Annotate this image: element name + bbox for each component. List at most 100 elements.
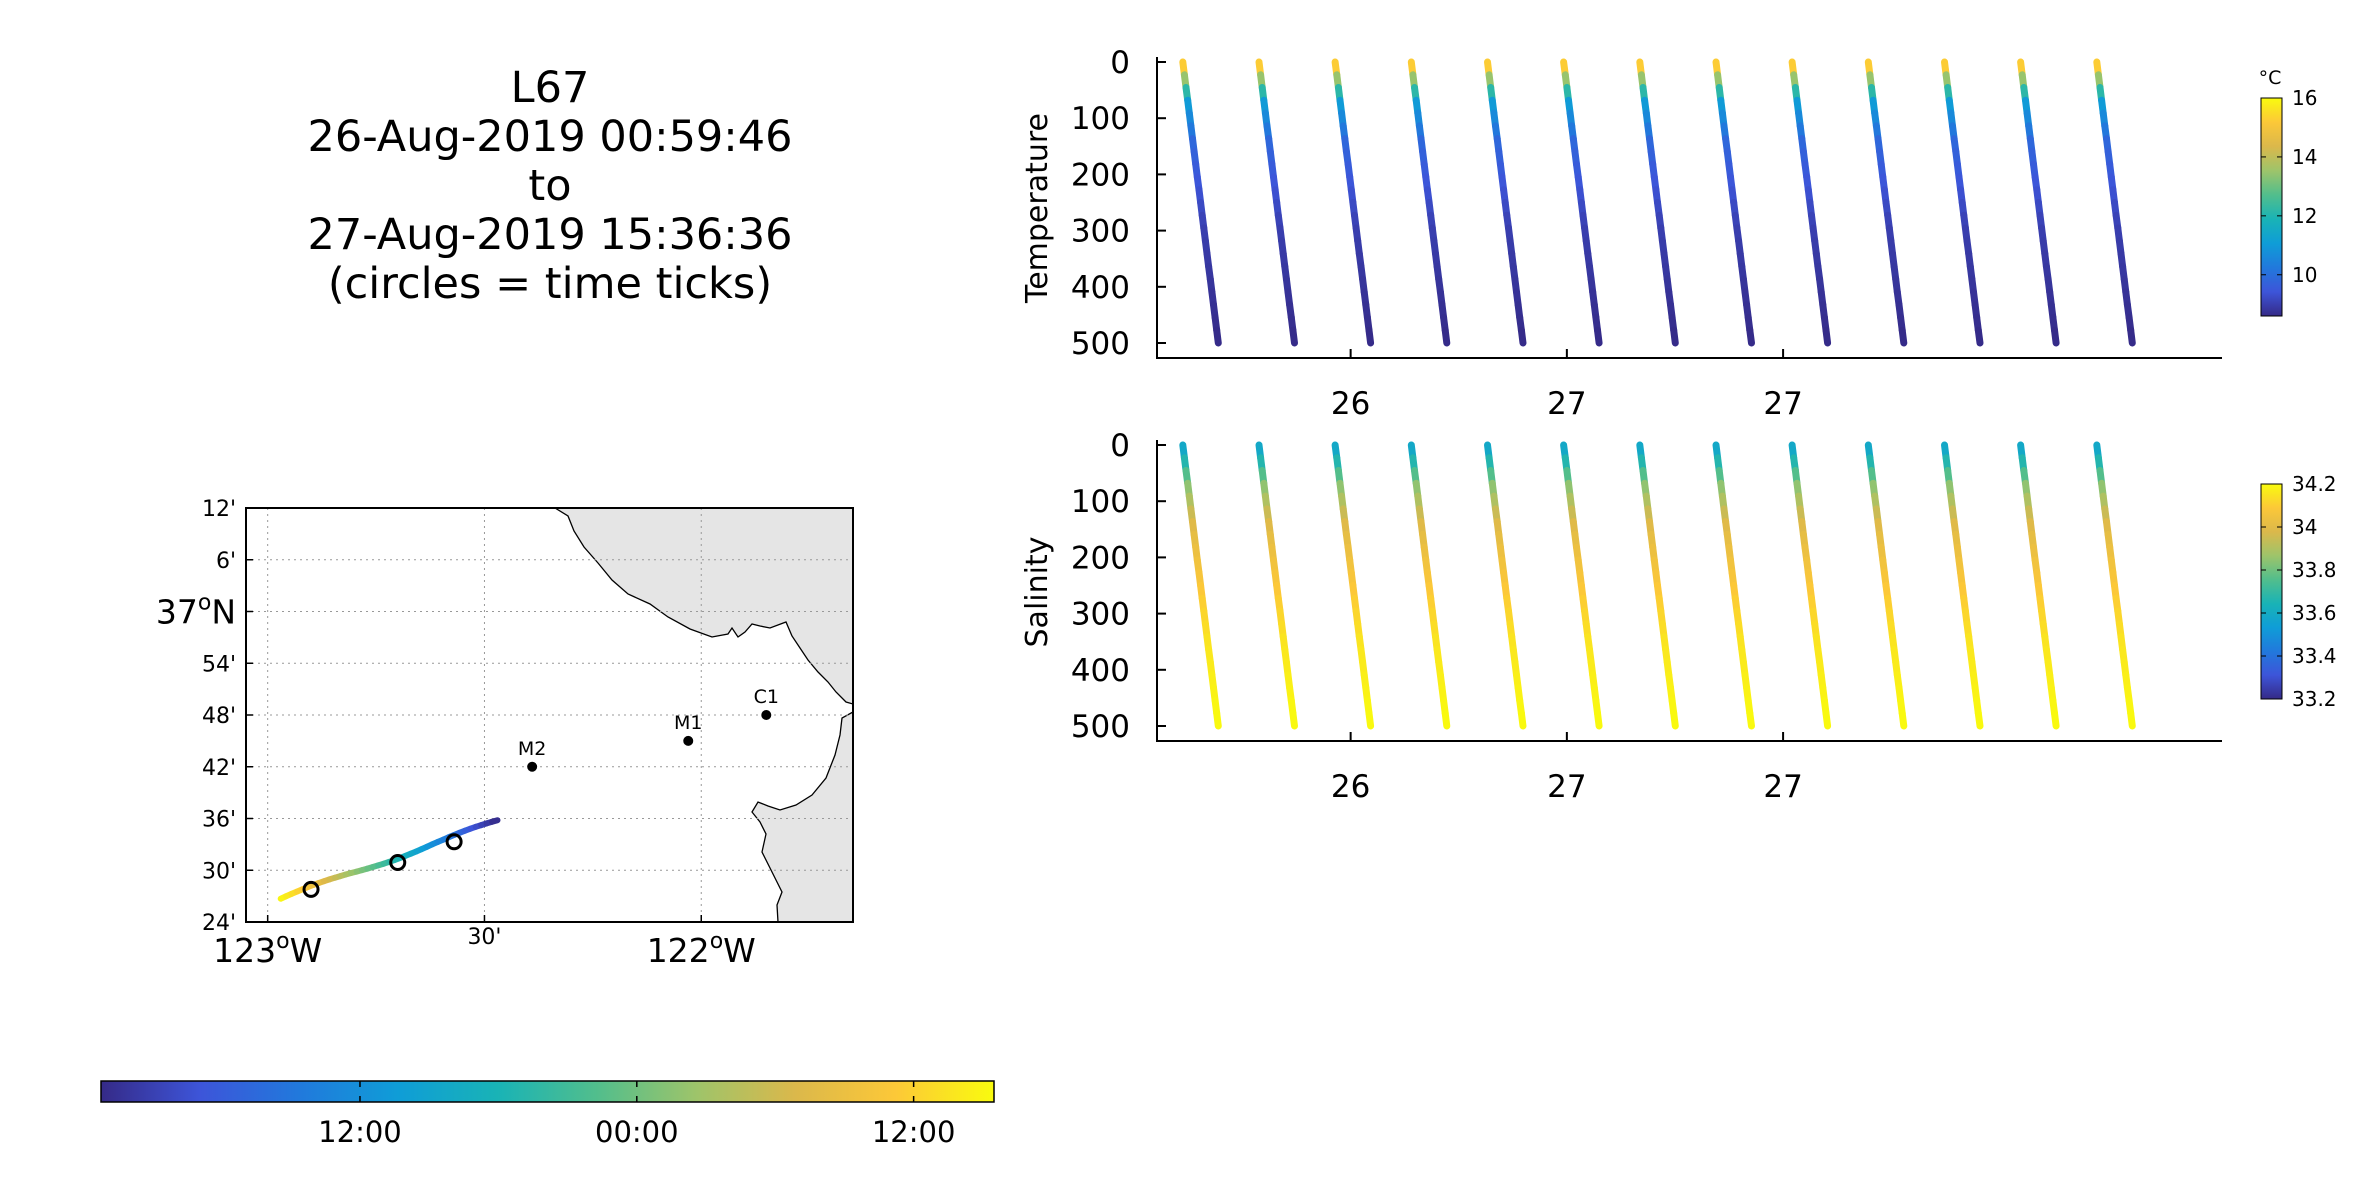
salinity-y-ticks: 0 100 200 300 400 500 [1071, 428, 1166, 745]
profile-segment [1822, 709, 1832, 730]
lat-tick-label: 36' [202, 808, 236, 833]
profile [1788, 58, 1832, 347]
temperature-panel: 0 100 200 300 400 500 26 27 27 Temperature °C 1… [1020, 45, 2317, 422]
salinity-profiles [1179, 441, 2136, 730]
profile [1864, 58, 1908, 347]
lat-tick-label: 12' [202, 497, 236, 522]
lat-tick-label: 24' [202, 911, 236, 936]
profile [1941, 58, 1984, 347]
x-tick-label: 27 [1763, 386, 1802, 422]
salinity-y-label: Salinity [1020, 537, 1055, 648]
title-line-5: (circles = time ticks) [327, 259, 773, 309]
lat-tick-label: 48' [202, 704, 236, 729]
station-label: C1 [754, 686, 779, 708]
temperature-y-label: Temperature [1020, 113, 1055, 304]
profile-segment [1365, 326, 1375, 347]
lon-tick-label: 123oW [213, 929, 322, 970]
profile [2093, 441, 2136, 730]
temperature-x-ticks: 26 27 27 [1331, 349, 1803, 422]
x-tick-label: 27 [1547, 386, 1586, 422]
track-segment [489, 817, 501, 825]
station-m2: M2 [518, 738, 546, 772]
x-tick-label: 26 [1331, 386, 1370, 422]
lon-tick-label: 122oW [647, 929, 756, 970]
y-tick-label: 100 [1071, 484, 1130, 520]
time-colorbar [100, 1080, 995, 1103]
profile [1407, 441, 1451, 730]
time-tick-circles [302, 833, 463, 898]
profile-segment [1746, 326, 1755, 347]
profile-segment [2127, 709, 2136, 730]
profile [1179, 441, 1222, 730]
y-tick-label: 100 [1071, 101, 1130, 137]
profile-segment [2051, 709, 2060, 730]
colorbar-tick-label: 14 [2292, 145, 2317, 169]
title-line-4: 27-Aug-2019 15:36:36 [307, 210, 793, 260]
profile [2017, 441, 2060, 730]
profile [1407, 58, 1451, 347]
title-line-2: 26-Aug-2019 00:59:46 [307, 112, 793, 162]
station-marker [683, 735, 694, 746]
map-latitude-ticks: 12' 6' 37oN 54' 48' 42' 36' 30' 24' [156, 497, 253, 936]
y-tick-label: 500 [1071, 709, 1130, 745]
colorbar-tick-label: 33.6 [2292, 601, 2337, 625]
y-tick-label: 0 [1110, 45, 1130, 81]
lat-tick-label: 30' [202, 859, 236, 884]
profile [1636, 441, 1679, 730]
station-c1: C1 [754, 686, 779, 720]
title-line-1: L67 [510, 63, 590, 113]
figure-title: L67 26-Aug-2019 00:59:46 to 27-Aug-2019 … [250, 64, 850, 309]
y-tick-label: 300 [1071, 597, 1130, 633]
lat-tick-label: 37oN [156, 591, 236, 632]
y-tick-label: 400 [1071, 270, 1130, 306]
profile-segment [1289, 709, 1298, 730]
time-colorbar-tick-label: 00:00 [595, 1115, 679, 1149]
profile-segment [1441, 709, 1451, 730]
lat-tick-label: 42' [202, 756, 236, 781]
colorbar-tick-label: 16 [2292, 86, 2317, 110]
x-tick-label: 27 [1547, 769, 1586, 805]
map-panel: 12' 6' 37oN 54' 48' 42' 36' 30' 24' 123oW 30' 122o… [156, 497, 854, 970]
map-longitude-ticks: 123oW 30' 122oW [213, 915, 756, 970]
y-tick-label: 500 [1071, 326, 1130, 362]
profile-segment [1670, 326, 1679, 347]
profile-segment [1289, 326, 1298, 347]
time-tick-circle [389, 853, 407, 871]
profile [1712, 58, 1755, 347]
land-area [553, 508, 853, 922]
station-label: M2 [518, 738, 546, 760]
profile [1941, 441, 1984, 730]
colorbar-tick-label: 12 [2292, 204, 2317, 228]
time-colorbar-group: 12:00 00:00 12:00 [100, 1080, 995, 1149]
profile-segment [1898, 709, 1908, 730]
colorbar-tick-label: 33.8 [2292, 558, 2337, 582]
profile [1331, 58, 1375, 347]
colorbar-tick-label: 34.2 [2292, 472, 2337, 496]
profile-segment [2051, 326, 2060, 347]
profile [1712, 441, 1755, 730]
profile [1484, 58, 1527, 347]
title-line-3: to [528, 161, 572, 211]
temperature-y-ticks: 0 100 200 300 400 500 [1071, 45, 1166, 362]
temperature-y-axis [1156, 57, 2222, 359]
profile [1255, 58, 1298, 347]
profile-segment [1517, 326, 1527, 347]
profile-segment [1517, 709, 1527, 730]
time-tick-circle [302, 880, 320, 898]
x-tick-label: 27 [1763, 769, 1802, 805]
salinity-colorbar-ticks: 33.2 33.4 33.6 33.8 34 34.2 [2261, 472, 2337, 711]
profile-segment [1213, 709, 1222, 730]
station-label: M1 [674, 712, 702, 734]
profile-segment [1822, 326, 1832, 347]
mooring-stations: M2 M1 C1 [518, 686, 779, 772]
profile-segment [1594, 326, 1603, 347]
profile-segment [1213, 326, 1222, 347]
station-m1: M1 [674, 712, 702, 746]
profile [1788, 441, 1832, 730]
profile [1560, 58, 1603, 347]
profile [1636, 58, 1679, 347]
lon-tick-label: 30' [467, 925, 501, 950]
y-tick-label: 400 [1071, 653, 1130, 689]
